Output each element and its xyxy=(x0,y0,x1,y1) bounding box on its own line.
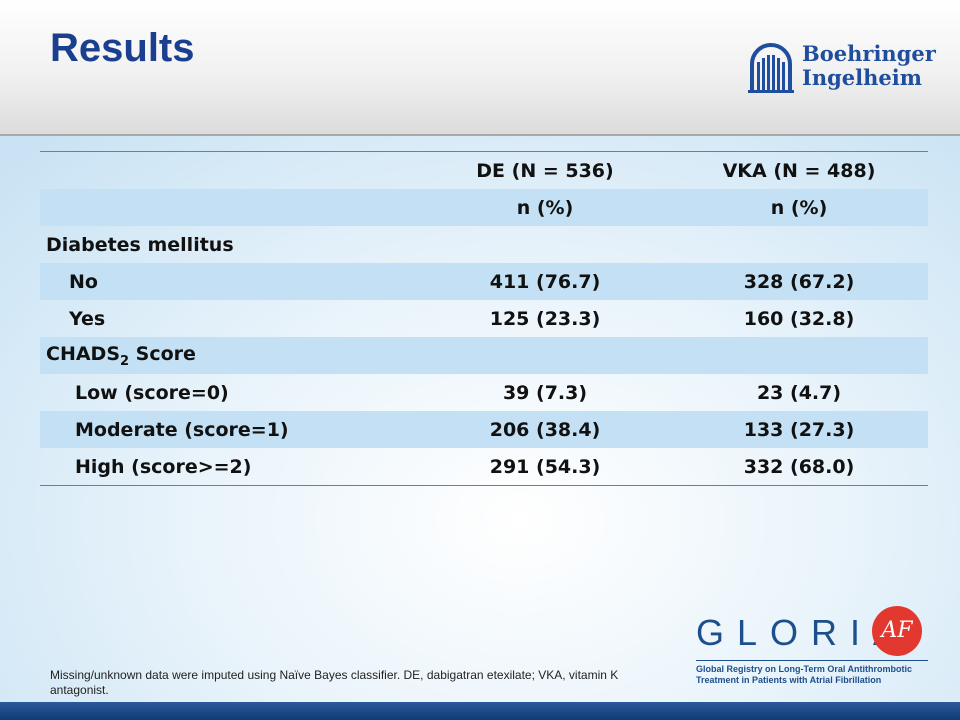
row-value-de: 291 (54.3) xyxy=(420,448,670,486)
row-value-de: 125 (23.3) xyxy=(489,307,601,330)
header-cell-vka: VKA (N = 488) xyxy=(670,151,928,189)
row-label: High (score>=2) xyxy=(40,448,420,486)
table-row: CHADS2 Score xyxy=(40,337,928,374)
table-row: Yes 125 (23.3) 160 (32.8) xyxy=(40,300,928,337)
row-value-vka: 133 (27.3) xyxy=(670,411,928,448)
footnote: Missing/unknown data were imputed using … xyxy=(50,668,619,697)
gloria-subtitle: Global Registry on Long-Term Oral Antith… xyxy=(696,664,913,685)
row-value-de: 39 (7.3) xyxy=(502,381,588,404)
header-cell-de: DE (N = 536) xyxy=(420,151,670,189)
row-label: No xyxy=(40,263,420,300)
row-label: Low (score=0) xyxy=(75,381,229,404)
table-row: No 411 (76.7) 328 (67.2) xyxy=(40,263,928,300)
row-value-de: 206 (38.4) xyxy=(420,411,670,448)
row-label: CHADS2 Score xyxy=(40,337,420,374)
row-value-de: 411 (76.7) xyxy=(420,263,670,300)
header-cell xyxy=(40,151,420,189)
subheader-cell-vka: n (%) xyxy=(670,189,928,226)
row-value-vka: 23 (4.7) xyxy=(756,381,842,404)
bi-wordmark: Boehringer Ingelheim xyxy=(802,41,936,90)
slide-header: Results Boehringer Ingelheim xyxy=(0,0,960,136)
row-value-vka: 328 (67.2) xyxy=(670,263,928,300)
table-row: Diabetes mellitus xyxy=(40,226,928,263)
bi-emblem-icon xyxy=(748,43,794,93)
row-label: Diabetes mellitus xyxy=(46,233,234,256)
table-row: High (score>=2) 291 (54.3) 332 (68.0) xyxy=(40,448,928,486)
gloria-divider xyxy=(696,660,928,661)
table-row: Low (score=0) 39 (7.3) 23 (4.7) xyxy=(40,374,928,411)
slide-title: Results xyxy=(50,26,195,70)
results-table: DE (N = 536) VKA (N = 488) n (%) n (%) D… xyxy=(40,151,928,486)
row-value-vka: 332 (68.0) xyxy=(670,448,928,486)
af-badge: AF xyxy=(872,606,922,656)
row-label: Moderate (score=1) xyxy=(40,411,420,448)
subheader-cell-de: n (%) xyxy=(420,189,670,226)
boehringer-ingelheim-logo: Boehringer Ingelheim xyxy=(746,42,936,94)
table-header-row: DE (N = 536) VKA (N = 488) xyxy=(40,151,928,189)
gloria-wordmark: GLORIA xyxy=(696,612,911,653)
bottom-bar xyxy=(0,702,960,720)
table-row: Moderate (score=1) 206 (38.4) 133 (27.3) xyxy=(40,411,928,448)
row-value-vka: 160 (32.8) xyxy=(743,307,855,330)
gloria-af-logo: GLORIA AF Global Registry on Long-Term O… xyxy=(696,604,936,690)
table-subheader-row: n (%) n (%) xyxy=(40,189,928,226)
row-label: Yes xyxy=(69,307,106,330)
